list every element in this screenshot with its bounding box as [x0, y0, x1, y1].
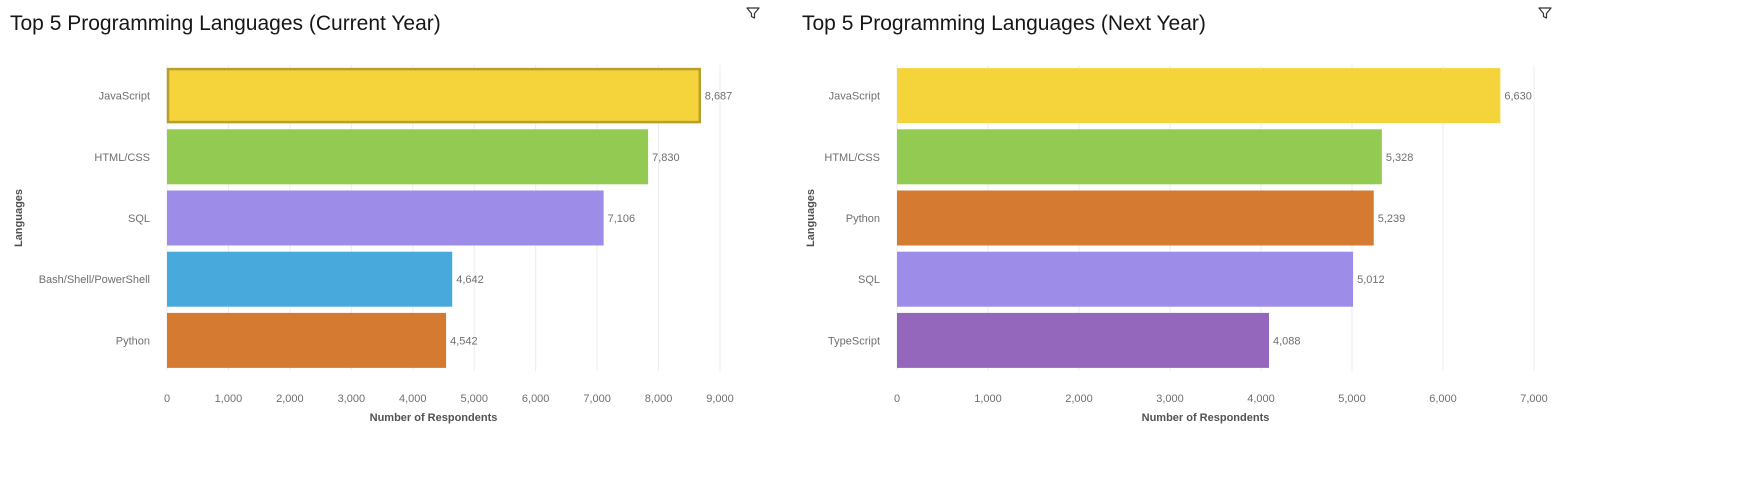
- bar[interactable]: [167, 251, 453, 307]
- x-tick-label: 3,000: [1156, 393, 1184, 405]
- bar[interactable]: [167, 190, 604, 246]
- x-tick-label: 8,000: [645, 393, 673, 405]
- y-category-label: Bash/Shell/PowerShell: [39, 274, 150, 286]
- chart-panel-next-year: Top 5 Programming Languages (Next Year) …: [790, 0, 1763, 487]
- chart-panel-current-year: Top 5 Programming Languages (Current Yea…: [0, 0, 790, 487]
- bar-value-label: 5,328: [1386, 152, 1414, 164]
- bar-value-label: 5,012: [1357, 274, 1385, 286]
- bar[interactable]: [897, 312, 1270, 368]
- bar-chart-next-year: 0 1,000 2,000 3,000 4,000 5,000 6,000 7,000 Java…: [805, 65, 1548, 424]
- bar[interactable]: [897, 251, 1354, 307]
- x-tick-label: 4,000: [1247, 393, 1275, 405]
- bar-value-label: 8,687: [705, 91, 733, 103]
- x-tick-label: 7,000: [1520, 393, 1548, 405]
- bar[interactable]: [897, 190, 1374, 246]
- x-tick-label: 0: [164, 393, 170, 405]
- x-tick-label: 5,000: [1338, 393, 1366, 405]
- bar[interactable]: [167, 129, 649, 185]
- x-tick-label: 2,000: [1065, 393, 1093, 405]
- x-tick-label: 9,000: [706, 393, 734, 405]
- x-tick-label: 1,000: [215, 393, 243, 405]
- y-category-label: HTML/CSS: [94, 152, 150, 164]
- x-tick-label: 2,000: [276, 393, 304, 405]
- x-axis-title: Number of Respondents: [370, 412, 498, 424]
- y-category-label: JavaScript: [99, 91, 150, 103]
- chart-title: Top 5 Programming Languages (Next Year): [802, 12, 1206, 35]
- x-tick-label: 4,000: [399, 393, 427, 405]
- bar-value-label: 4,542: [450, 335, 478, 347]
- y-category-label: TypeScript: [828, 335, 880, 347]
- x-tick-label: 5,000: [460, 393, 488, 405]
- bar-value-label: 7,830: [652, 152, 680, 164]
- bar-chart-current-year: 0 1,000 2,000 3,000 4,000 5,000 6,000 7,000 8,00…: [13, 65, 734, 424]
- bar[interactable]: [897, 68, 1501, 124]
- bar-value-label: 4,642: [456, 274, 484, 286]
- y-category-label: SQL: [128, 213, 150, 225]
- y-axis-title: Languages: [805, 189, 817, 247]
- x-tick-label: 6,000: [522, 393, 550, 405]
- chart-title: Top 5 Programming Languages (Current Yea…: [10, 12, 441, 35]
- y-category-label: Python: [846, 213, 880, 225]
- y-category-label: JavaScript: [829, 91, 880, 103]
- bar-value-label: 7,106: [608, 213, 636, 225]
- x-tick-label: 1,000: [974, 393, 1002, 405]
- bar[interactable]: [166, 67, 702, 124]
- x-tick-label: 7,000: [583, 393, 611, 405]
- x-tick-label: 6,000: [1429, 393, 1457, 405]
- bar[interactable]: [897, 129, 1382, 185]
- y-category-label: Python: [116, 335, 150, 347]
- filter-icon[interactable]: [1537, 5, 1553, 21]
- y-axis-title: Languages: [13, 189, 25, 247]
- x-tick-label: 3,000: [338, 393, 366, 405]
- bar-value-label: 6,630: [1504, 91, 1532, 103]
- y-category-label: HTML/CSS: [824, 152, 880, 164]
- x-axis-title: Number of Respondents: [1142, 412, 1270, 424]
- y-category-label: SQL: [858, 274, 880, 286]
- filter-icon[interactable]: [745, 5, 761, 21]
- x-tick-label: 0: [894, 393, 900, 405]
- bar-value-label: 4,088: [1273, 335, 1301, 347]
- bar[interactable]: [167, 312, 447, 368]
- bar-value-label: 5,239: [1378, 213, 1406, 225]
